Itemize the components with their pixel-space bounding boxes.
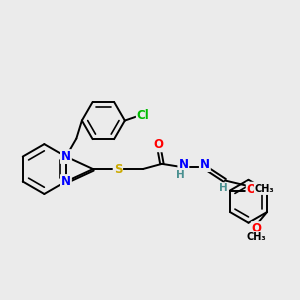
Text: H: H [176, 170, 184, 180]
Text: N: N [178, 158, 188, 171]
Text: Cl: Cl [137, 109, 150, 122]
Text: O: O [247, 183, 257, 196]
Text: CH₃: CH₃ [255, 184, 274, 194]
Text: O: O [252, 222, 262, 235]
Text: N: N [61, 175, 71, 188]
Text: H: H [219, 183, 228, 193]
Text: N: N [61, 150, 71, 163]
Text: N: N [200, 158, 210, 171]
Text: CH₃: CH₃ [247, 232, 266, 242]
Text: S: S [114, 163, 122, 176]
Text: O: O [153, 138, 164, 151]
